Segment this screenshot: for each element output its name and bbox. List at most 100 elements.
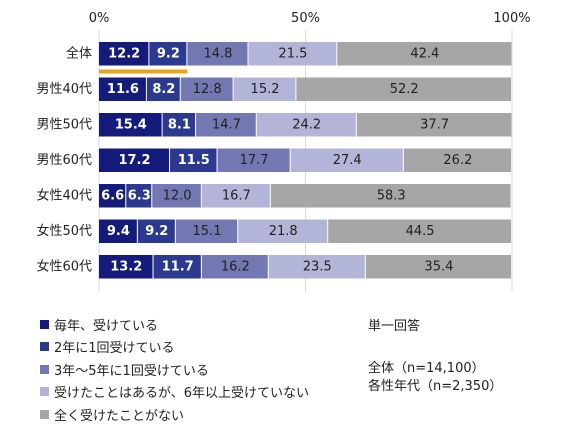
x-tick-label: 100%: [493, 11, 530, 26]
data-label: 15.4: [115, 117, 147, 132]
legend-item: 全く受けたことがない: [40, 403, 370, 426]
legend-label: 全く受けたことがない: [54, 408, 185, 424]
bar-segment: [238, 219, 328, 243]
x-tick-label: 0%: [89, 11, 110, 26]
category-label: 男性60代: [36, 153, 92, 168]
bar-segment: [328, 219, 511, 243]
chart-legend: 毎年、受けている 2年に1回受けている 3年～5年に1回受けている受けたことはあるが…: [40, 313, 370, 426]
bar-segment: [233, 77, 296, 101]
bar-segment: [196, 113, 256, 137]
bar-segment: [268, 255, 365, 279]
bar-segment: [146, 77, 180, 101]
data-label: 23.5: [303, 259, 332, 274]
legend-swatch: [40, 319, 49, 329]
bar-segment: [162, 113, 196, 137]
category-label: 全体: [66, 45, 92, 61]
data-label: 9.2: [145, 224, 168, 239]
bar-segment: [356, 113, 512, 137]
answer-type-note: 単一回答: [368, 319, 421, 334]
data-label: 14.7: [212, 117, 241, 132]
highlight-underline: [99, 69, 188, 74]
legend-label: 受けたことはあるが、6年以上受けていない: [54, 386, 310, 402]
bar-segment: [99, 219, 137, 243]
data-label: 15.1: [193, 224, 222, 239]
data-label: 52.2: [390, 82, 419, 97]
data-label: 37.7: [420, 117, 449, 132]
bar-segment: [175, 219, 238, 243]
data-label: 16.2: [221, 259, 250, 274]
bar-segment: [403, 148, 511, 172]
legend-swatch: [40, 387, 49, 397]
data-label: 12.0: [163, 188, 192, 203]
data-label: 14.8: [203, 46, 232, 61]
data-label: 6.6: [101, 188, 124, 203]
bar-segment: [99, 255, 153, 279]
category-label: 女性60代: [36, 258, 92, 274]
bar-segment: [217, 148, 290, 172]
sample-total-note: 全体（n=14,100）: [368, 361, 485, 376]
bar-segment: [256, 113, 356, 137]
bar-segment: [137, 219, 175, 243]
bar-segment: [270, 184, 511, 208]
bar-segment: [99, 148, 170, 172]
legend-label: 毎年、受けている: [54, 318, 159, 334]
category-label: 男性50代: [36, 117, 92, 132]
data-label: 8.1: [168, 117, 191, 132]
category-label: 女性50代: [36, 223, 92, 239]
data-label: 35.4: [424, 259, 453, 274]
bar-segment: [126, 184, 152, 208]
legend-item: 2年に1回受けている: [40, 336, 370, 359]
legend-swatch: [40, 342, 49, 352]
stacked-bar-chart: 0% 50% 100% 全体 12.2 9.2 14.8 21.5 42.4 男性40代 11.6 8…: [36, 11, 531, 292]
data-label: 58.3: [377, 188, 406, 203]
bar-segment: [201, 184, 270, 208]
legend-swatch: [40, 409, 49, 419]
data-label: 11.5: [178, 153, 210, 168]
data-label: 42.4: [410, 46, 439, 61]
data-label: 21.8: [269, 224, 298, 239]
bar-segment: [248, 42, 337, 66]
bar-segment: [99, 77, 146, 101]
bar-segment: [99, 42, 149, 66]
data-label: 44.5: [406, 224, 435, 239]
data-label: 17.2: [118, 153, 150, 168]
legend-swatch: [40, 364, 49, 374]
bar-segment: [152, 184, 201, 208]
legend-label: 3年～5年に1回受けている: [54, 363, 209, 379]
chart-notes: 単一回答 全体（n=14,100） 各性年代（n=2,350）: [368, 318, 502, 396]
bar-segment: [153, 255, 201, 279]
bar-segment: [296, 77, 511, 101]
bar-segment: [180, 77, 233, 101]
bar-segment: [99, 184, 126, 208]
legend-item: 毎年、受けている: [40, 313, 370, 336]
data-label: 13.2: [110, 259, 142, 274]
data-label: 12.8: [193, 82, 222, 97]
legend-label: 2年に1回受けている: [54, 341, 175, 357]
data-label: 27.4: [333, 153, 362, 168]
bar-segment: [187, 42, 248, 66]
data-label: 6.3: [128, 188, 151, 203]
x-tick-label: 50%: [291, 11, 320, 26]
category-label: 男性40代: [36, 82, 92, 97]
category-label: 女性40代: [36, 187, 92, 203]
data-label: 24.2: [292, 117, 321, 132]
data-label: 26.2: [443, 153, 472, 168]
data-label: 15.2: [251, 82, 280, 97]
bar-segment: [365, 255, 511, 279]
bar-segment: [201, 255, 268, 279]
data-label: 12.2: [108, 46, 140, 61]
data-label: 11.6: [107, 82, 139, 97]
data-label: 21.5: [278, 46, 307, 61]
data-label: 17.7: [240, 153, 269, 168]
legend-item: 受けたことはあるが、6年以上受けていない: [40, 381, 370, 404]
legend-item: 3年～5年に1回受けている: [40, 358, 370, 381]
bar-segment: [99, 113, 162, 137]
bar-segment: [170, 148, 217, 172]
data-label: 8.2: [152, 82, 175, 97]
bar-segment: [290, 148, 403, 172]
data-label: 9.4: [107, 224, 130, 239]
bar-segment: [149, 42, 187, 66]
bar-segment: [337, 42, 512, 66]
data-label: 16.7: [222, 188, 251, 203]
data-label: 9.2: [157, 46, 180, 61]
